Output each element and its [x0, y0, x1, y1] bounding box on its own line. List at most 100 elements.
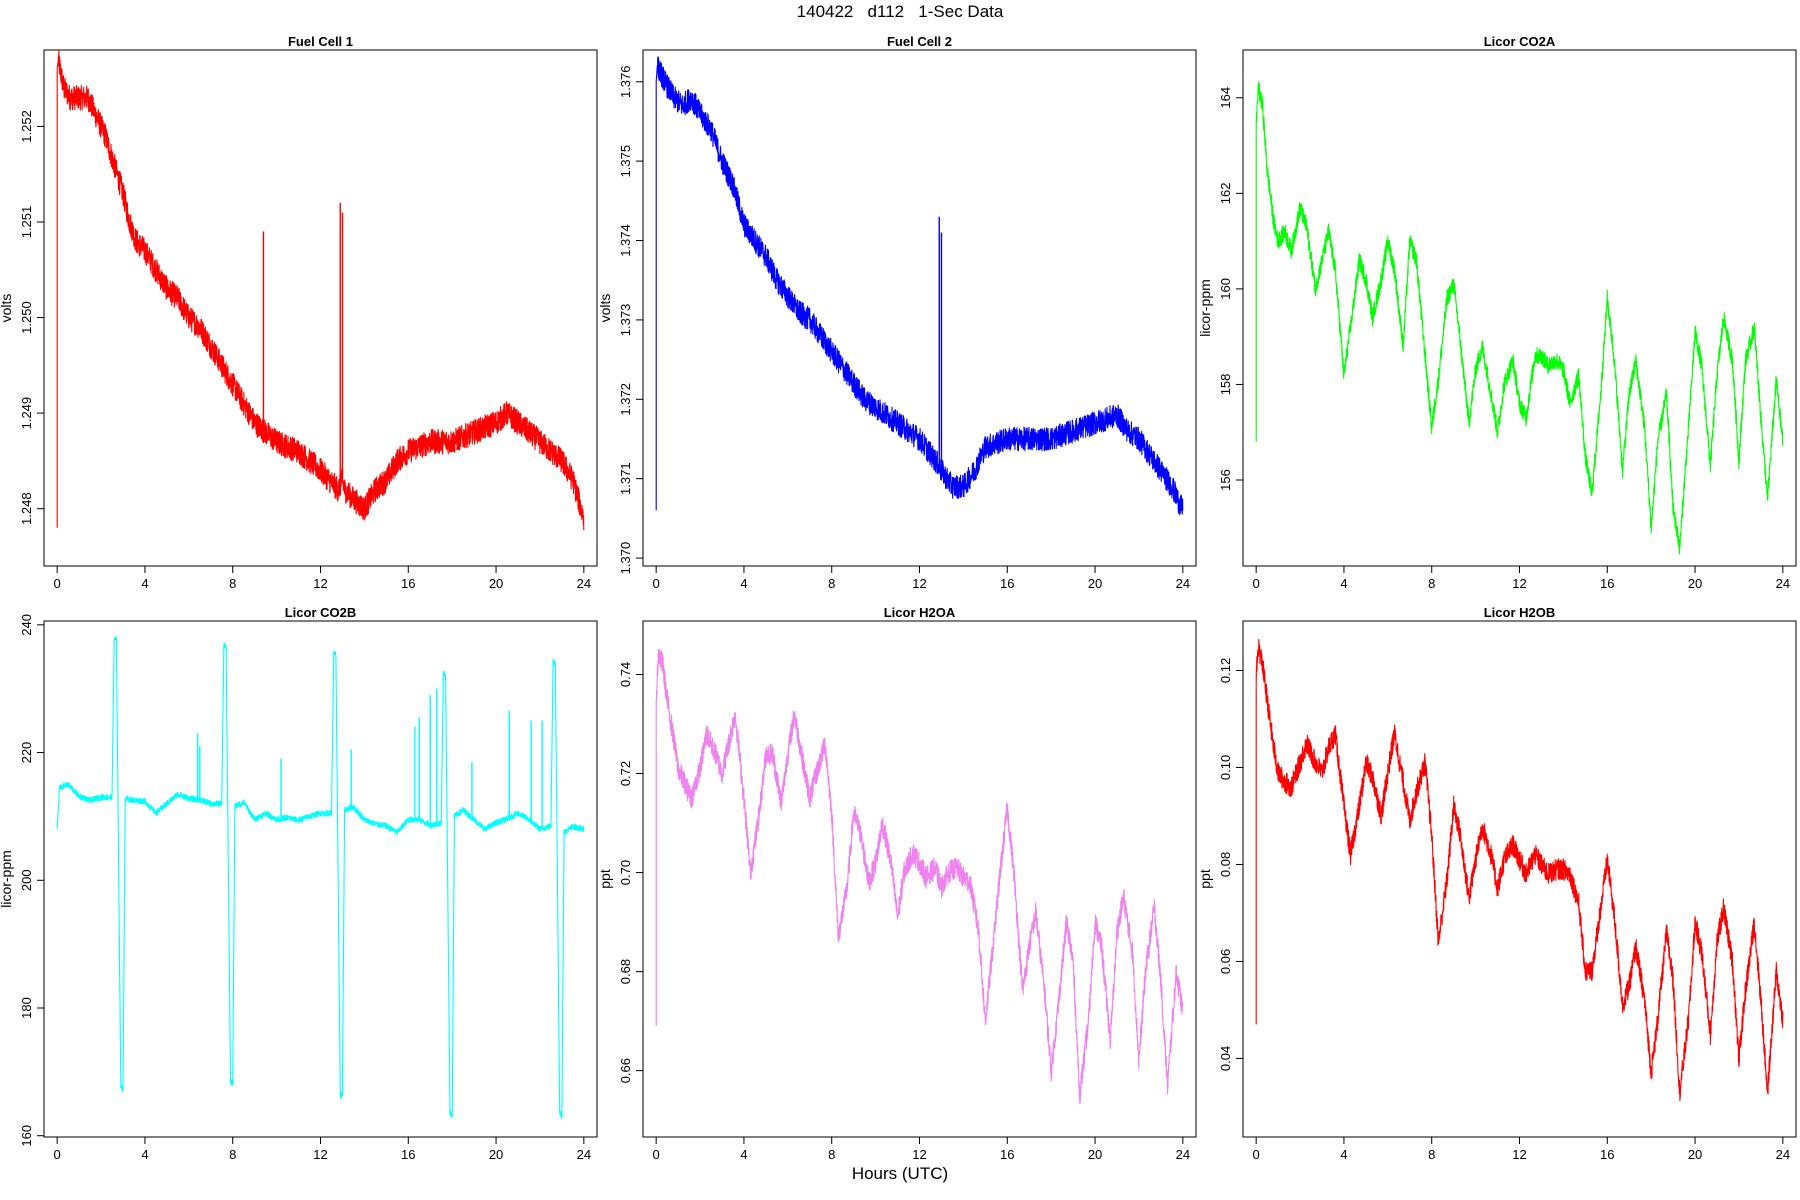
y-tick-label: 1.371 [618, 462, 633, 495]
y-tick-label: 1.376 [618, 65, 633, 98]
y-tick-label: 164 [1218, 87, 1233, 109]
x-tick-label: 8 [229, 1147, 236, 1162]
y-tick-label: 220 [19, 742, 34, 764]
y-axis-label: volts [597, 294, 613, 323]
x-tick-label: 8 [1428, 1147, 1435, 1162]
panel-1: Fuel Cell 1 0 4 8 12 16 20 24 1.248 1.249 1.250 1.2… [0, 34, 598, 591]
series-line [655, 649, 1184, 1105]
plot-frame [1242, 620, 1797, 1138]
x-tick-label: 12 [1512, 576, 1526, 591]
y-tick-label: 158 [1218, 374, 1233, 396]
y-tick-label: 1.375 [618, 145, 633, 178]
x-tick-label: 12 [912, 576, 926, 591]
series-line [56, 49, 585, 531]
panel-4: Licor CO2B 0 4 8 12 16 20 24 160 180 200 220 240 lico… [0, 605, 598, 1162]
x-tick-label: 20 [489, 576, 503, 591]
panel-title: Licor H2OA [884, 605, 956, 620]
x-tick-label: 20 [1688, 576, 1702, 591]
x-tick-label: 0 [653, 1147, 660, 1162]
x-tick-label: 4 [141, 1147, 148, 1162]
panel-title: Licor H2OB [1484, 605, 1556, 620]
x-tick-label: 0 [1253, 576, 1260, 591]
y-tick-label: 160 [19, 1125, 34, 1147]
x-tick-label: 0 [54, 1147, 61, 1162]
y-tick-label: 1.248 [19, 492, 34, 525]
plot-frame [642, 620, 1197, 1138]
panel-title: Licor CO2B [285, 605, 357, 620]
y-tick-label: 1.251 [19, 206, 34, 239]
series-line [1255, 638, 1784, 1102]
y-tick-label: 1.373 [618, 304, 633, 337]
y-tick-label: 0.70 [618, 860, 633, 885]
x-tick-label: 4 [141, 576, 148, 591]
x-tick-label: 20 [1688, 1147, 1702, 1162]
y-tick-label: 1.372 [618, 383, 633, 416]
y-axis-label: ppt [597, 869, 613, 889]
x-tick-label: 24 [1776, 576, 1790, 591]
panel-2: Fuel Cell 2 0 4 8 12 16 20 24 1.370 1.371 1.372 1.3… [597, 34, 1197, 591]
panel-6: Licor H2OB 0 4 8 12 16 20 24 0.04 0.06 0.08 0.10 0.1… [1197, 605, 1797, 1162]
x-tick-label: 0 [54, 576, 61, 591]
panel-title: Fuel Cell 1 [288, 34, 353, 49]
x-tick-label: 12 [912, 1147, 926, 1162]
x-tick-label: 16 [1600, 1147, 1614, 1162]
x-tick-label: 16 [401, 576, 415, 591]
figure-title: 140422 d112 1-Sec Data [796, 2, 1004, 21]
x-tick-label: 0 [1253, 1147, 1260, 1162]
y-tick-label: 0.06 [1218, 949, 1233, 974]
x-tick-label: 24 [577, 1147, 591, 1162]
x-tick-label: 16 [1600, 576, 1614, 591]
x-tick-label: 8 [828, 576, 835, 591]
x-tick-label: 4 [1340, 576, 1347, 591]
x-tick-label: 24 [1776, 1147, 1790, 1162]
plot-frame [1242, 49, 1797, 567]
x-tick-label: 0 [653, 576, 660, 591]
y-tick-label: 1.249 [19, 397, 34, 430]
y-axis-label: ppt [1197, 869, 1213, 889]
x-tick-label: 4 [740, 576, 747, 591]
y-tick-label: 240 [19, 614, 34, 636]
y-tick-label: 1.250 [19, 301, 34, 334]
x-tick-label: 16 [1000, 1147, 1014, 1162]
x-tick-label: 4 [1340, 1147, 1347, 1162]
x-tick-label: 20 [489, 1147, 503, 1162]
y-tick-label: 0.10 [1218, 755, 1233, 780]
y-tick-label: 0.68 [618, 959, 633, 984]
x-tick-label: 12 [1512, 1147, 1526, 1162]
y-tick-label: 200 [19, 869, 34, 891]
y-tick-label: 0.08 [1218, 852, 1233, 877]
y-tick-label: 0.12 [1218, 658, 1233, 683]
y-tick-label: 0.04 [1218, 1046, 1233, 1071]
series-line [655, 56, 1184, 515]
plot-frame [43, 49, 598, 567]
x-tick-label: 16 [1000, 576, 1014, 591]
x-axis-label: Hours (UTC) [851, 1164, 949, 1183]
panel-title: Fuel Cell 2 [887, 34, 952, 49]
y-tick-label: 0.72 [618, 761, 633, 786]
y-tick-label: 1.374 [618, 224, 633, 257]
y-tick-label: 180 [19, 997, 34, 1019]
plot-frame [642, 49, 1197, 567]
x-tick-label: 8 [229, 576, 236, 591]
y-axis-label: licor-ppm [0, 850, 14, 908]
x-tick-label: 24 [1176, 576, 1190, 591]
x-tick-label: 20 [1088, 576, 1102, 591]
y-tick-label: 156 [1218, 469, 1233, 491]
x-tick-label: 4 [740, 1147, 747, 1162]
y-tick-label: 1.370 [618, 542, 633, 575]
y-tick-label: 0.66 [618, 1058, 633, 1083]
series-line [56, 636, 585, 1119]
y-tick-label: 0.74 [618, 662, 633, 687]
y-tick-label: 160 [1218, 278, 1233, 300]
x-tick-label: 24 [577, 576, 591, 591]
x-tick-label: 20 [1088, 1147, 1102, 1162]
x-tick-label: 12 [313, 1147, 327, 1162]
x-tick-label: 16 [401, 1147, 415, 1162]
x-tick-label: 24 [1176, 1147, 1190, 1162]
plot-frame [43, 620, 598, 1138]
x-tick-label: 12 [313, 576, 327, 591]
series-line [1255, 81, 1784, 555]
y-axis-label: licor-ppm [1197, 279, 1213, 337]
